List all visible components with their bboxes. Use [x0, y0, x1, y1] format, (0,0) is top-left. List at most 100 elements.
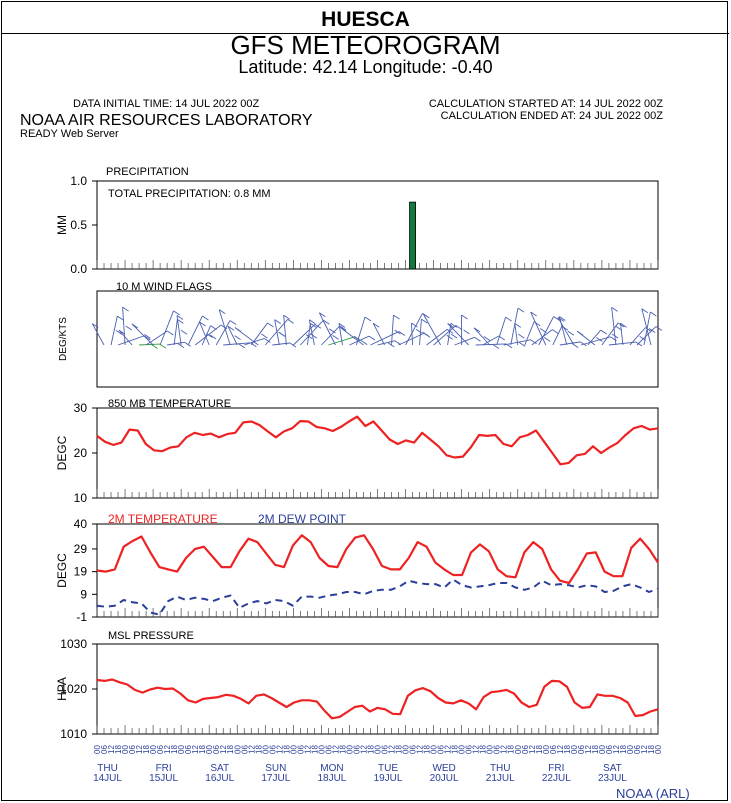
wind-barb-flag: [530, 311, 537, 317]
hour-label: 12: [275, 745, 284, 754]
wind-barb: [482, 335, 499, 346]
hour-label: 00: [374, 745, 383, 754]
temp-850-line: [96, 415, 659, 466]
wind-barb-flag: [596, 337, 603, 342]
date-label: 14JUL: [93, 773, 122, 784]
wind-barb: [552, 325, 563, 346]
y-tick-label: 30: [74, 401, 88, 415]
hour-label: 06: [605, 745, 614, 754]
wind-barb: [349, 335, 370, 346]
wind-barb: [629, 327, 646, 346]
wind-barb: [118, 329, 133, 346]
legend-temp: 2M TEMPERATURE: [108, 512, 218, 526]
day-label: FRI: [156, 763, 172, 774]
date-label: 22JUL: [542, 773, 571, 784]
wind-barb-flag: [283, 314, 290, 320]
wind-barb: [308, 319, 315, 346]
day-label: TUE: [378, 763, 398, 774]
date-label: 21JUL: [486, 773, 515, 784]
wind-barb-flag: [474, 336, 481, 342]
wind-barb-flag: [125, 325, 133, 331]
hour-label: 00: [458, 745, 467, 754]
wind-barb: [201, 325, 211, 346]
hour-label: 00: [542, 745, 551, 754]
wind-barb: [338, 323, 343, 346]
date-label: 23JUL: [598, 773, 627, 784]
wind-barb-flag: [422, 331, 429, 337]
chart-title: GFS METEOROGRAM: [230, 30, 501, 60]
hour-label: 12: [163, 745, 172, 754]
wind-barb-flag: [202, 315, 209, 321]
wind-barb: [426, 329, 448, 346]
wind-barb-flag: [151, 344, 158, 349]
date-label: 15JUL: [149, 773, 178, 784]
hour-label: 18: [198, 745, 207, 754]
hour-label: 18: [254, 745, 263, 754]
hour-label: 18: [226, 745, 235, 754]
day-label: THU: [97, 763, 118, 774]
hour-label: 00: [570, 745, 579, 754]
y-tick-label: 20: [74, 446, 88, 460]
hour-label: 12: [528, 745, 537, 754]
wind-barb-flag: [173, 310, 180, 316]
hour-label: 06: [352, 745, 361, 754]
wind-barb-flag: [368, 335, 376, 341]
wind-barb: [447, 323, 452, 346]
wind-barb-flag: [218, 309, 226, 314]
day-label: SUN: [265, 763, 286, 774]
hour-label: 00: [486, 745, 495, 754]
wind-barb: [557, 317, 575, 346]
wind-barb-flag: [539, 328, 547, 333]
wind-barb: [215, 320, 231, 346]
hour-label: 12: [584, 745, 593, 754]
y-axis-label: HPA: [55, 677, 69, 701]
y-tick-label: 0.0: [70, 262, 87, 276]
wind-barb: [372, 323, 385, 346]
hour-label: 18: [591, 745, 600, 754]
wind-barb-flag: [415, 328, 423, 334]
wind-barb-flag: [118, 329, 126, 335]
wind-barb: [473, 327, 491, 346]
wind-barb-flag: [339, 327, 347, 332]
wind-barb-flag: [492, 344, 500, 349]
panel-frame: [96, 290, 659, 388]
wind-barb-flag: [278, 331, 286, 337]
y-tick-label: 19: [74, 565, 88, 579]
y-tick-label: 1020: [60, 682, 87, 696]
wind-barb: [227, 326, 238, 346]
wind-barb: [306, 323, 311, 346]
wind-barb-flag: [122, 306, 129, 312]
hour-label: 18: [563, 745, 572, 754]
wind-barb-flag: [600, 329, 608, 335]
wind-barb: [641, 308, 652, 346]
wind-barb-flag: [553, 316, 560, 321]
wind-barb-flag: [91, 323, 99, 328]
wind-barb-flag: [310, 322, 317, 328]
hour-label: 18: [338, 745, 347, 754]
coordinates: Latitude: 42.14 Longitude: -0.40: [238, 57, 493, 77]
hour-label: 00: [121, 745, 130, 754]
wind-barb: [514, 323, 519, 346]
footer-credit: NOAA (ARL): [616, 786, 690, 801]
dewpoint-line: [96, 578, 659, 616]
wind-barb-flag: [250, 342, 257, 348]
hour-label: 12: [416, 745, 425, 754]
panel-frame: [96, 643, 659, 735]
wind-barb-flag: [450, 333, 458, 339]
wind-barb-flag: [227, 325, 235, 331]
y-tick-label: 1.0: [70, 174, 87, 188]
precip-total: TOTAL PRECIPITATION: 0.8 MM: [108, 188, 271, 200]
lab-name: NOAA AIR RESOURCES LABORATORY: [20, 112, 313, 129]
legend-dew: 2M DEW POINT: [258, 512, 347, 526]
date-label: 17JUL: [261, 773, 290, 784]
wind-barb: [272, 342, 290, 346]
wind-barb-flag: [648, 328, 656, 333]
hour-label: 00: [654, 745, 663, 754]
wind-barb: [145, 330, 168, 346]
wind-barb-flag: [393, 314, 400, 320]
wind-barb: [411, 323, 414, 346]
wind-barb: [187, 315, 203, 346]
hour-label: 00: [598, 745, 607, 754]
wind-barb-flag: [372, 322, 380, 328]
